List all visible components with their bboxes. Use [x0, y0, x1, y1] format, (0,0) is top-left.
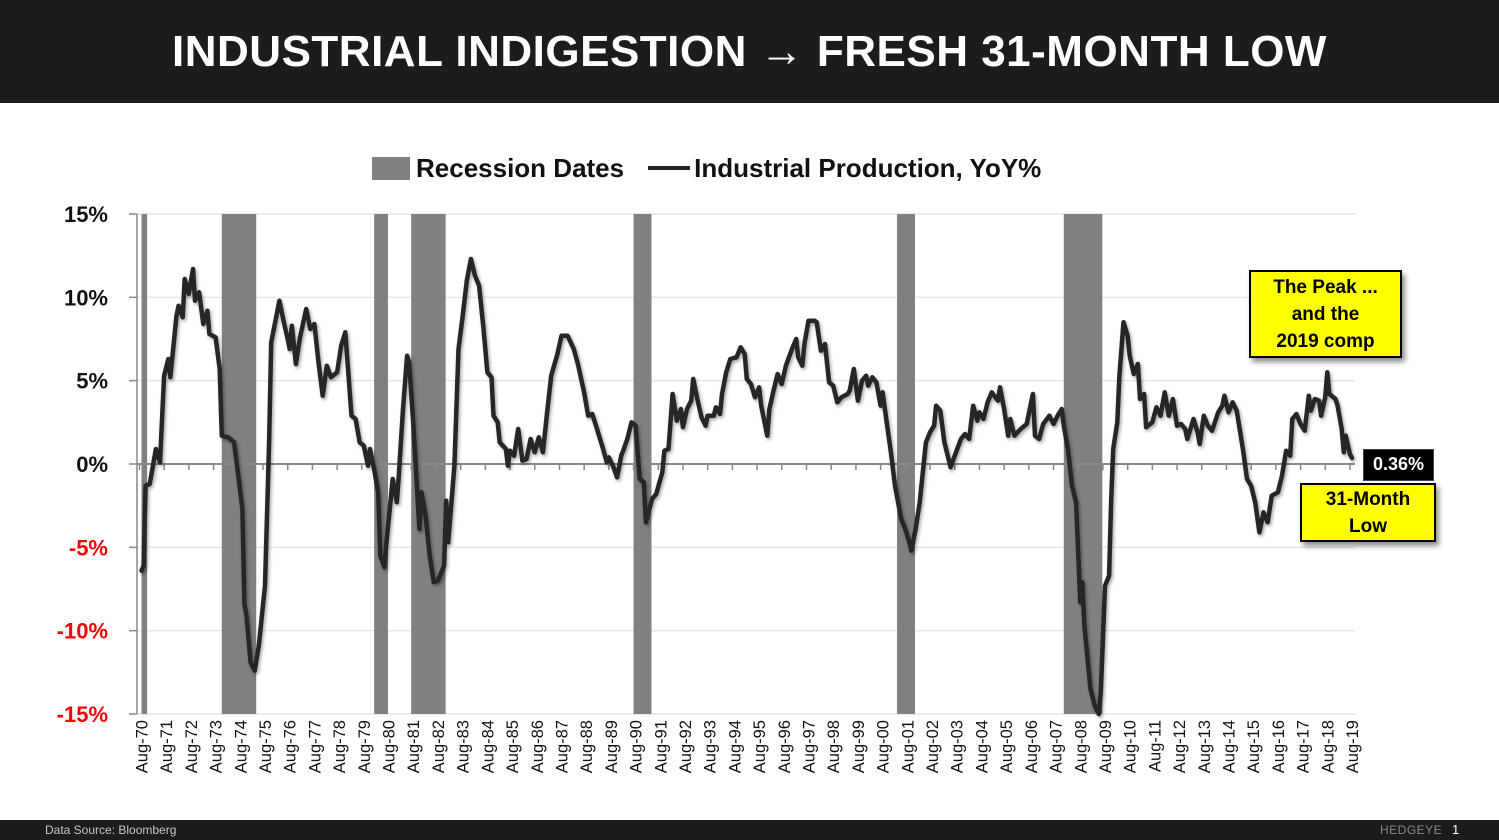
x-tick-label: Aug-76 [282, 720, 300, 773]
x-tick-label: Aug-93 [702, 720, 720, 773]
title-bar: INDUSTRIAL INDIGESTION → FRESH 31-MONTH … [0, 0, 1499, 103]
x-tick-label: Aug-06 [1023, 720, 1041, 773]
brand-logo: HEDGEYE [1380, 823, 1443, 837]
x-tick-label: Aug-77 [306, 720, 324, 773]
last-value-label: 0.36% [1363, 449, 1434, 481]
x-tick-label: Aug-84 [479, 720, 497, 773]
x-tick-label: Aug-71 [158, 720, 176, 773]
x-axis-labels: Aug-70 Aug-71 Aug-72 Aug-73 Aug-74 Aug-75 Aug-… [134, 720, 1363, 773]
x-tick-label: Aug-12 [1171, 720, 1189, 773]
x-tick-label: Aug-09 [1097, 720, 1115, 773]
data-source: Data Source: Bloomberg [45, 823, 177, 837]
y-tick-label: 0% [76, 452, 108, 477]
x-tick-label: Aug-11 [1146, 720, 1164, 772]
x-tick-label: Aug-89 [603, 720, 621, 773]
legend-ip-label: Industrial Production, YoY% [694, 152, 1042, 183]
x-tick-label: Aug-96 [776, 720, 794, 773]
x-tick-label: Aug-82 [430, 720, 448, 773]
x-tick-label: Aug-04 [973, 720, 991, 773]
x-tick-label: Aug-16 [1270, 720, 1288, 773]
x-tick-label: Aug-95 [751, 720, 769, 773]
x-tick-label: Aug-75 [257, 720, 275, 773]
y-axis-labels: 15% 10% 5% 0% -5% -10% -15% [57, 202, 108, 727]
x-tick-label: Aug-79 [356, 720, 374, 773]
x-tick-label: Aug-86 [529, 720, 547, 773]
peak-annotation: The Peak ... and the 2019 comp [1249, 270, 1402, 358]
y-tick-label: -15% [57, 702, 108, 727]
x-tick-label: Aug-80 [381, 720, 399, 773]
footer-bar: Data Source: Bloomberg HEDGEYE 1 [0, 820, 1499, 840]
low-annotation-line: Low [1349, 516, 1387, 537]
x-tick-label: Aug-92 [677, 720, 695, 773]
x-tick-label: Aug-07 [1048, 720, 1066, 773]
x-tick-label: Aug-90 [628, 720, 646, 773]
x-tick-label: Aug-78 [331, 720, 349, 773]
x-tick-label: Aug-87 [553, 720, 571, 773]
axes [129, 213, 1355, 715]
x-tick-label: Aug-01 [899, 720, 917, 773]
x-tick-label: Aug-10 [1122, 720, 1140, 773]
x-tick-label: Aug-17 [1295, 720, 1313, 773]
x-tick-label: Aug-98 [825, 720, 843, 773]
legend-recession-swatch [372, 156, 410, 180]
y-tick-label: -10% [57, 619, 108, 644]
y-tick-label: 15% [64, 202, 108, 227]
x-tick-label: Aug-94 [726, 720, 744, 773]
x-tick-label: Aug-08 [1072, 720, 1090, 773]
y-tick-label: 10% [64, 285, 108, 310]
x-tick-label: Aug-74 [232, 720, 250, 773]
x-tick-label: Aug-15 [1245, 720, 1263, 773]
legend-recession-label: Recession Dates [416, 152, 625, 183]
x-tick-label: Aug-97 [801, 720, 819, 773]
x-tick-label: Aug-85 [504, 720, 522, 773]
peak-annotation-line: 2019 comp [1276, 331, 1375, 352]
x-tick-label: Aug-02 [924, 720, 942, 773]
page-title: INDUSTRIAL INDIGESTION → FRESH 31-MONTH … [172, 26, 1327, 76]
peak-annotation-line: The Peak ... [1273, 277, 1378, 298]
x-tick-label: Aug-99 [850, 720, 868, 773]
series-line-industrial-production [139, 256, 1355, 717]
peak-annotation-line: and the [1291, 304, 1360, 325]
page-number: 1 [1452, 822, 1460, 837]
y-tick-label: -5% [69, 535, 108, 560]
low-annotation-line: 31-Month [1325, 489, 1411, 510]
x-tick-label: Aug-72 [183, 720, 201, 773]
low-annotation: 31-Month Low [1300, 483, 1436, 542]
legend-line-swatch [648, 166, 691, 170]
x-tick-label: Aug-03 [949, 720, 967, 773]
y-tick-label: 5% [76, 369, 108, 394]
x-tick-label: Aug-18 [1319, 720, 1337, 773]
chart-legend: Recession Dates Industrial Production, Y… [372, 150, 1041, 186]
x-tick-label: Aug-73 [208, 720, 226, 773]
x-tick-label: Aug-05 [998, 720, 1016, 773]
x-tick-label: Aug-19 [1344, 720, 1362, 773]
x-tick-label: Aug-81 [405, 720, 423, 773]
x-tick-label: Aug-14 [1220, 720, 1238, 773]
x-tick-label: Aug-83 [455, 720, 473, 773]
x-tick-label: Aug-13 [1196, 720, 1214, 773]
x-tick-label: Aug-88 [578, 720, 596, 773]
x-tick-label: Aug-91 [652, 720, 670, 773]
x-tick-label: Aug-00 [875, 720, 893, 773]
x-tick-label: Aug-70 [134, 720, 152, 773]
